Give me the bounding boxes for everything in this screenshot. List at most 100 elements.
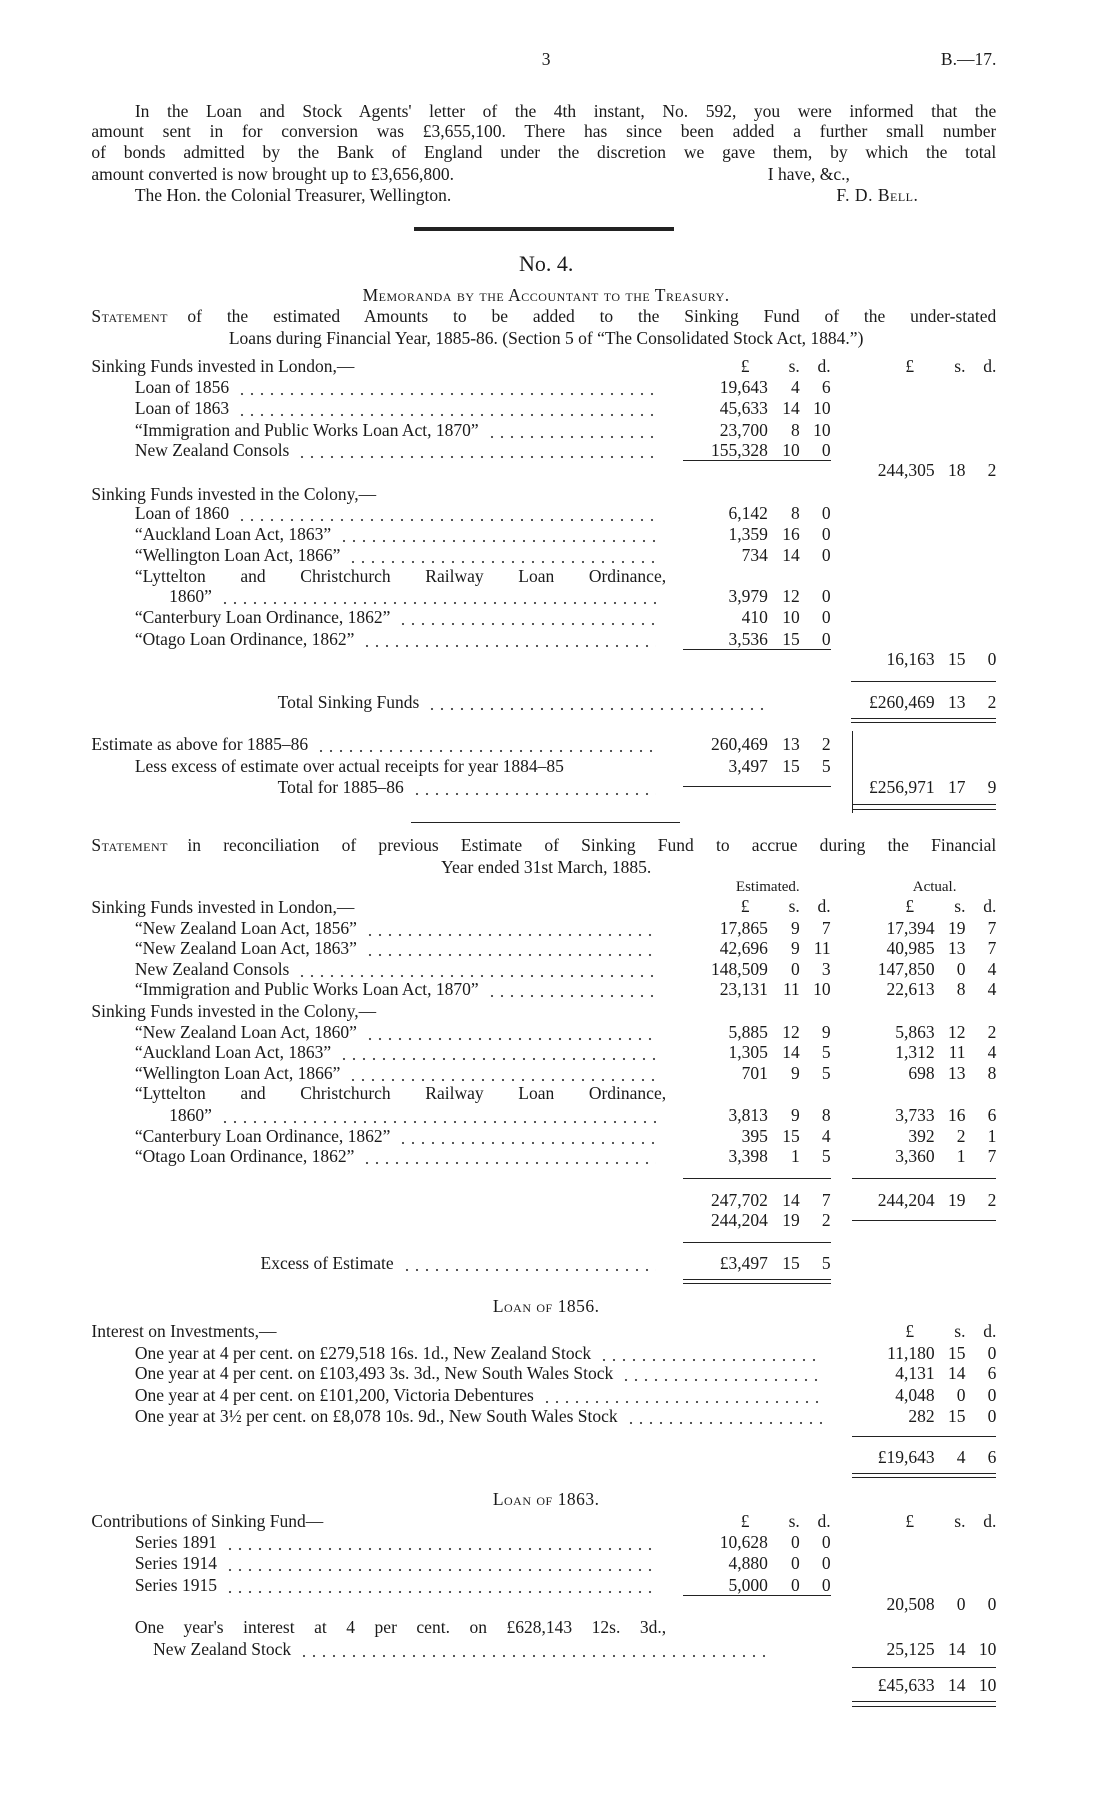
column-header: d. xyxy=(983,1321,997,1342)
label: New Zealand Consols xyxy=(134,958,290,979)
amount-cell: 7 xyxy=(821,1189,831,1210)
leader-dots xyxy=(237,396,657,419)
amount-cell: 5,863 xyxy=(895,1021,935,1042)
amount-cell: 0 xyxy=(821,440,831,461)
rule xyxy=(852,1436,997,1438)
label: “Immigration and Public Works Loan Act, … xyxy=(134,979,479,1000)
rule xyxy=(851,717,997,719)
amount-cell: 0 xyxy=(956,1594,966,1615)
amount-cell: 17 xyxy=(947,777,966,798)
amount-cell: 11 xyxy=(948,1042,966,1063)
rule xyxy=(413,227,675,232)
amount-cell: 3,497 xyxy=(728,755,768,776)
amount-cell: 4 xyxy=(987,1042,997,1063)
row-label: Loan of 1860 xyxy=(135,502,666,524)
amount-cell: 15 xyxy=(782,1252,800,1273)
rule xyxy=(852,1472,997,1474)
row-label: 1860” xyxy=(169,585,666,608)
label: “New Zealand Loan Act, 1860” xyxy=(134,1021,357,1042)
page-number: 3 xyxy=(541,49,551,70)
amount-cell: 8 xyxy=(956,979,966,1000)
label: “Canterbury Loan Ordinance, 1862” xyxy=(134,606,391,627)
row-label: “New Zealand Loan Act, 1856” xyxy=(135,916,666,939)
amount-cell: 5 xyxy=(821,1146,831,1167)
label: One year at 4 per cent. on £103,493 3s. … xyxy=(134,1363,614,1384)
amount-cell: 0 xyxy=(821,503,831,523)
amount-cell: £260,469 xyxy=(869,691,935,712)
amount-cell: £19,643 xyxy=(877,1446,935,1467)
amount-cell: 5,885 xyxy=(728,1021,768,1042)
amount-cell: 2 xyxy=(821,733,831,754)
amount-cell: 0 xyxy=(987,1594,997,1615)
amount-cell: 410 xyxy=(741,606,768,627)
row-label: New Zealand Consols xyxy=(134,957,666,980)
rule xyxy=(852,804,997,806)
amount-cell: 395 xyxy=(741,1125,768,1146)
label: “Otago Loan Ordinance, 1862” xyxy=(134,628,355,649)
amount-cell: 0 xyxy=(821,1532,831,1553)
label: New Zealand Consols xyxy=(134,440,290,461)
label: One year at 4 per cent. on £101,200, Vic… xyxy=(134,1385,534,1406)
group-label: Interest on Investments,— xyxy=(91,1321,277,1342)
leader-dots xyxy=(348,544,657,567)
amount-cell: 10 xyxy=(782,606,800,627)
column-header: £ xyxy=(905,1510,915,1531)
rule xyxy=(852,1220,997,1222)
group-label: Sinking Funds invested in the Colony,— xyxy=(91,483,377,504)
rule xyxy=(683,460,831,462)
column-header: s. xyxy=(954,1321,966,1342)
amount-cell: 0 xyxy=(821,545,831,566)
label: Total for 1885–86 xyxy=(277,777,404,798)
column-header: d. xyxy=(817,896,831,917)
amount-cell: 147,850 xyxy=(877,958,935,979)
amount-cell: 5 xyxy=(821,1042,831,1063)
amount-cell: 5 xyxy=(821,1062,831,1083)
amount-cell: 10 xyxy=(813,419,831,440)
letter-line: amount converted is now brought up to £3… xyxy=(91,163,454,184)
leader-dots xyxy=(364,1020,657,1043)
amount-cell: 10 xyxy=(978,1675,997,1696)
amount-cell: 23,700 xyxy=(719,419,768,440)
amount-cell: 698 xyxy=(908,1062,935,1083)
amount-cell: 45,633 xyxy=(719,397,768,418)
row-label: Series 1915 xyxy=(135,1573,666,1596)
amount-cell: 25,125 xyxy=(886,1638,935,1659)
column-header: £ xyxy=(905,896,915,917)
row-label: Less excess of estimate over actual rece… xyxy=(134,755,564,776)
amount-cell: 10 xyxy=(782,440,800,461)
group-label: Sinking Funds invested in London,— xyxy=(91,897,355,918)
amount-cell: 1 xyxy=(956,1146,966,1167)
column-header: d. xyxy=(983,1510,997,1531)
amount-cell: 2 xyxy=(987,1021,997,1042)
amount-cell: 10,628 xyxy=(719,1532,768,1553)
amount-cell: 244,204 xyxy=(710,1210,768,1231)
label: “Immigration and Public Works Loan Act, … xyxy=(134,419,479,440)
row-label: “Canterbury Loan Ordinance, 1862” xyxy=(134,605,666,628)
row-label: Loan of 1856 xyxy=(135,376,666,399)
column-header: d. xyxy=(817,355,831,376)
amount-cell: 0 xyxy=(987,649,997,670)
amount-cell: 0 xyxy=(956,1385,966,1406)
amount-cell: 17,394 xyxy=(886,917,935,938)
amount-cell: 6 xyxy=(987,1363,997,1384)
rule xyxy=(683,1283,831,1285)
leader-dots xyxy=(316,732,657,755)
row-label: “Canterbury Loan Ordinance, 1862” xyxy=(135,1124,666,1147)
amount-cell: 0 xyxy=(987,1405,997,1426)
amount-cell: 701 xyxy=(741,1062,768,1083)
memo-title: Memoranda by the Accountant to the Treas… xyxy=(362,284,730,305)
label: “Auckland Loan Act, 1863” xyxy=(134,523,332,544)
amount-cell: 3,398 xyxy=(728,1146,768,1167)
amount-cell: 9 xyxy=(987,777,997,798)
letter-addressee: The Hon. the Colonial Treasurer, Welling… xyxy=(134,185,452,206)
amount-cell: 148,509 xyxy=(710,958,768,979)
leader-dots xyxy=(224,1573,657,1596)
amount-cell: 8 xyxy=(791,419,800,440)
amount-cell: 14 xyxy=(782,1189,800,1210)
amount-cell: 7 xyxy=(987,917,997,938)
amount-cell: 9 xyxy=(791,938,800,959)
amount-cell: 19 xyxy=(947,917,966,938)
section-title: Loan of 1863. xyxy=(492,1489,600,1510)
statement-heading: of the estimated Amounts to be added to … xyxy=(187,306,997,327)
